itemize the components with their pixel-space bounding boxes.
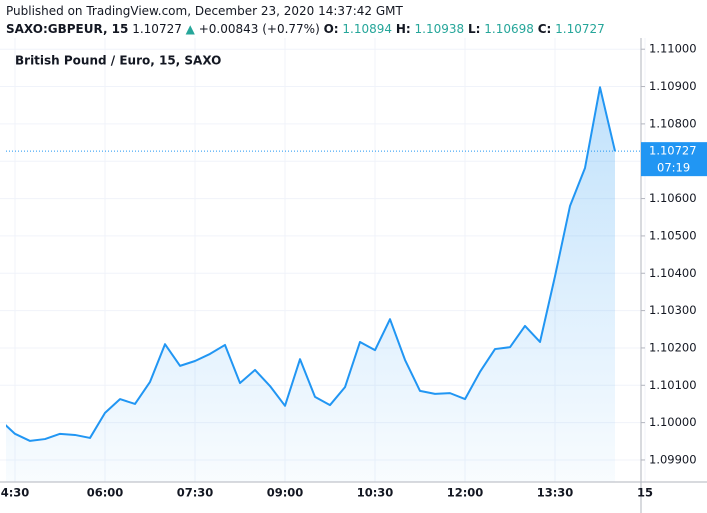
y-tick-label: 1.09900: [649, 452, 697, 466]
y-tick-label: 1.10800: [649, 116, 697, 130]
x-tick-label: 06:00: [87, 486, 124, 500]
y-tick-label: 1.10300: [649, 303, 697, 317]
y-tick-label: 1.10500: [649, 228, 697, 242]
countdown: 07:19: [657, 161, 690, 175]
y-tick-label: 1.10200: [649, 340, 697, 354]
last-price-label: 1.10727: [649, 144, 697, 158]
ohlc-value: 1.10938: [414, 22, 465, 36]
ohlc: O: 1.10894 H: 1.10938 L: 1.10698 C: 1.10…: [324, 22, 605, 36]
x-tick-label: 15: [637, 486, 653, 500]
y-tick-label: 1.10000: [649, 415, 697, 429]
ohlc-key: L:: [468, 22, 481, 36]
y-tick-label: 1.11000: [649, 42, 697, 56]
area-fill: [6, 87, 615, 482]
symbol: SAXO:GBPEUR, 15: [6, 22, 129, 36]
price-line: [6, 86, 616, 442]
ohlc-key: H:: [395, 22, 411, 36]
last-price-tag: [641, 142, 707, 177]
ohlc-key: C:: [537, 22, 552, 36]
x-tick-label: 4:30: [1, 486, 30, 500]
change: +0.00843 (+0.77%): [198, 22, 320, 36]
last-price: 1.10727: [132, 22, 182, 36]
x-tick-label: 12:00: [447, 486, 484, 500]
y-tick-label: 1.10100: [649, 378, 697, 392]
chart-title: British Pound / Euro, 15, SAXO: [15, 54, 221, 68]
x-tick-label: 09:00: [267, 486, 304, 500]
change-arrow: ▲: [185, 22, 195, 36]
ohlc-value: 1.10698: [484, 22, 534, 36]
x-tick-label: 13:30: [537, 486, 574, 500]
ohlc-value: 1.10894: [342, 22, 393, 36]
x-tick-label: 10:30: [357, 486, 394, 500]
published-note: Published on TradingView.com, December 2…: [6, 4, 403, 18]
y-tick-label: 1.10600: [649, 191, 697, 205]
symbol-bar: SAXO:GBPEUR, 15 1.10727 ▲ +0.00843 (+0.7…: [6, 22, 605, 36]
ohlc-value: 1.10727: [555, 22, 605, 36]
x-tick-label: 07:30: [177, 486, 214, 500]
y-tick-label: 1.10900: [649, 79, 697, 93]
ohlc-key: O:: [323, 22, 339, 36]
y-tick-label: 1.10400: [649, 266, 697, 280]
